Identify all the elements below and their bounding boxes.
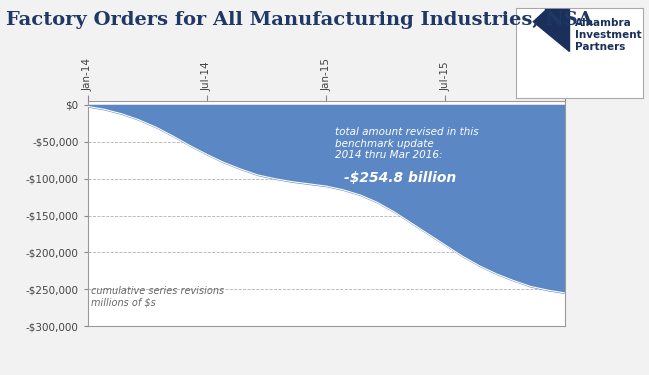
Text: -$254.8 billion: -$254.8 billion <box>345 171 457 185</box>
Polygon shape <box>519 9 544 33</box>
Text: Factory Orders for All Manufacturing Industries, NSA: Factory Orders for All Manufacturing Ind… <box>6 11 593 29</box>
Text: Alhambra
Investment
Partners: Alhambra Investment Partners <box>576 18 642 51</box>
Text: total amount revised in this
benchmark update
2014 thru Mar 2016:: total amount revised in this benchmark u… <box>336 127 479 160</box>
Text: cumulative series revisions
millions of $s: cumulative series revisions millions of … <box>92 286 225 307</box>
Polygon shape <box>519 9 569 51</box>
